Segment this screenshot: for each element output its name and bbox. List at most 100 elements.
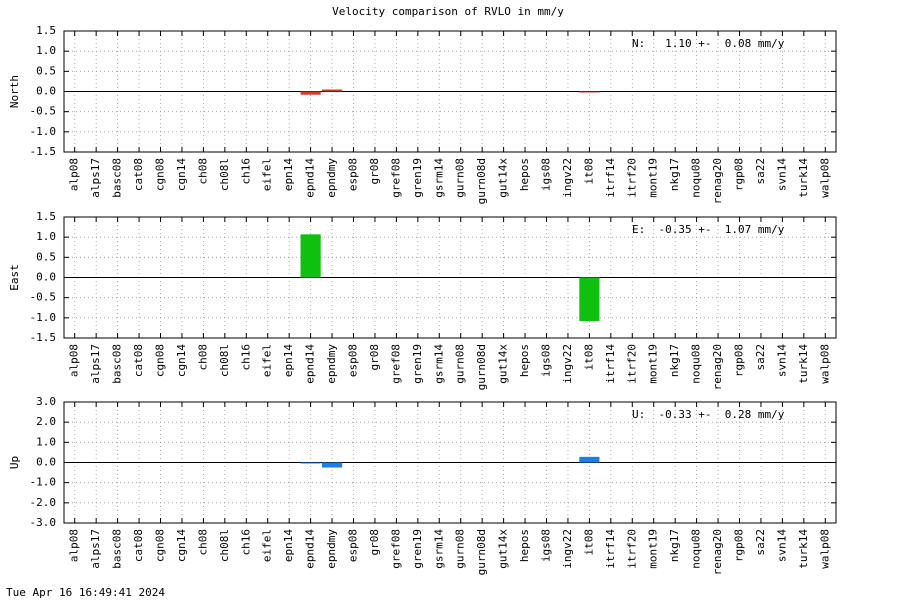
- x-tick-label: sa22: [754, 158, 767, 185]
- x-tick-label: itrf20: [625, 529, 638, 569]
- x-tick-label: gref08: [389, 529, 402, 569]
- x-tick-label: cgn14: [175, 344, 188, 377]
- x-tick-label: gut14x: [497, 529, 510, 569]
- x-tick-label: svn14: [775, 344, 788, 377]
- plot-frame: [63, 401, 837, 524]
- y-tick-label: 3.0: [36, 395, 56, 408]
- x-tick-label: gurn08: [454, 529, 467, 569]
- x-tick-label: alps17: [89, 344, 102, 384]
- bar: [579, 456, 600, 463]
- x-tick-label: turk14: [797, 344, 810, 384]
- x-tick-label: renag20: [711, 344, 724, 390]
- y-axis-label: Up: [8, 456, 21, 469]
- x-tick-label: epn14: [282, 344, 295, 377]
- x-tick-label: gr08: [368, 344, 381, 371]
- x-tick-label: ch16: [239, 344, 252, 371]
- x-tick-label: turk14: [797, 158, 810, 198]
- y-tick-label: -3.0: [30, 516, 57, 529]
- y-tick-label: 1.5: [36, 210, 56, 223]
- x-tick-label: gref08: [389, 158, 402, 198]
- x-tick-label: gut14x: [497, 344, 510, 384]
- x-tick-label: nkg17: [668, 344, 681, 377]
- x-tick-label: eifel: [261, 344, 274, 377]
- bar: [579, 91, 600, 93]
- x-tick-label: cat08: [132, 158, 145, 191]
- x-tick-label: itrf20: [625, 158, 638, 198]
- bar: [300, 234, 321, 278]
- x-tick-label: basc08: [111, 158, 124, 198]
- x-tick-label: gurn08: [454, 344, 467, 384]
- x-tick-label: ingv22: [561, 158, 574, 198]
- x-tick-label: ingv22: [561, 344, 574, 384]
- x-tick-label: gr08: [368, 529, 381, 556]
- x-tick-label: basc08: [111, 529, 124, 569]
- x-tick-label: svn14: [775, 158, 788, 191]
- x-tick-label: alp08: [68, 344, 81, 377]
- x-tick-label: gref08: [389, 344, 402, 384]
- x-tick-label: cgn14: [175, 158, 188, 191]
- plot-frame: [63, 30, 837, 153]
- x-tick-label: walp08: [818, 158, 831, 198]
- y-tick-label: 0.0: [36, 271, 56, 284]
- x-tick-label: ch08l: [218, 158, 231, 191]
- x-tick-label: ch16: [239, 529, 252, 556]
- x-tick-label: gurn08d: [475, 158, 488, 204]
- y-tick-label: 1.0: [36, 44, 56, 57]
- x-tick-label: ch08: [196, 158, 209, 185]
- x-tick-label: alp08: [68, 529, 81, 562]
- x-tick-label: epnd14: [304, 158, 317, 198]
- x-tick-label: noqu08: [690, 344, 703, 384]
- x-tick-label: rgp08: [733, 344, 746, 377]
- y-tick-label: 0.5: [36, 250, 56, 263]
- x-tick-label: noqu08: [690, 529, 703, 569]
- y-tick-label: 0.0: [36, 85, 56, 98]
- x-tick-label: it08: [582, 529, 595, 556]
- x-tick-label: walp08: [818, 344, 831, 384]
- x-tick-label: basc08: [111, 344, 124, 384]
- y-tick-label: -1.5: [30, 145, 57, 158]
- x-tick-label: igs08: [540, 344, 553, 377]
- x-tick-label: igs08: [540, 529, 553, 562]
- x-tick-label: cat08: [132, 529, 145, 562]
- x-tick-label: sa22: [754, 344, 767, 371]
- x-tick-label: ch08l: [218, 529, 231, 562]
- x-tick-label: esp08: [347, 158, 360, 191]
- x-tick-label: renag20: [711, 529, 724, 575]
- y-tick-label: 2.0: [36, 415, 56, 428]
- x-tick-label: alps17: [89, 158, 102, 198]
- bar: [579, 277, 600, 322]
- y-tick-label: 0.0: [36, 456, 56, 469]
- x-tick-label: cgn08: [154, 344, 167, 377]
- x-tick-label: gr08: [368, 158, 381, 185]
- x-tick-label: itrf14: [604, 529, 617, 569]
- x-tick-label: epnd14: [304, 529, 317, 569]
- timestamp: Tue Apr 16 16:49:41 2024: [6, 586, 165, 599]
- x-tick-label: gsrm14: [432, 529, 445, 569]
- x-tick-label: epndmy: [325, 529, 338, 569]
- y-tick-label: 0.5: [36, 64, 56, 77]
- annotation: U: -0.33 +- 0.28 mm/y: [632, 408, 785, 421]
- annotation: N: 1.10 +- 0.08 mm/y: [632, 37, 785, 50]
- x-tick-label: it08: [582, 158, 595, 185]
- x-tick-label: gsrm14: [432, 158, 445, 198]
- y-tick-label: -1.0: [30, 311, 57, 324]
- x-tick-label: mont19: [647, 344, 660, 384]
- x-tick-label: svn14: [775, 529, 788, 562]
- y-tick-label: 1.0: [36, 230, 56, 243]
- x-tick-label: cgn08: [154, 529, 167, 562]
- x-tick-label: ingv22: [561, 529, 574, 569]
- x-tick-label: turk14: [797, 529, 810, 569]
- x-tick-label: ch08: [196, 529, 209, 556]
- x-tick-label: ch16: [239, 158, 252, 185]
- x-tick-label: eifel: [261, 158, 274, 191]
- x-tick-label: igs08: [540, 158, 553, 191]
- x-tick-label: gut14x: [497, 158, 510, 198]
- y-tick-label: -2.0: [30, 496, 57, 509]
- x-tick-label: hepos: [518, 529, 531, 562]
- bar: [300, 462, 321, 464]
- x-tick-label: itrf14: [604, 158, 617, 198]
- x-tick-label: hepos: [518, 158, 531, 191]
- y-axis-label: North: [8, 75, 21, 108]
- x-tick-label: hepos: [518, 344, 531, 377]
